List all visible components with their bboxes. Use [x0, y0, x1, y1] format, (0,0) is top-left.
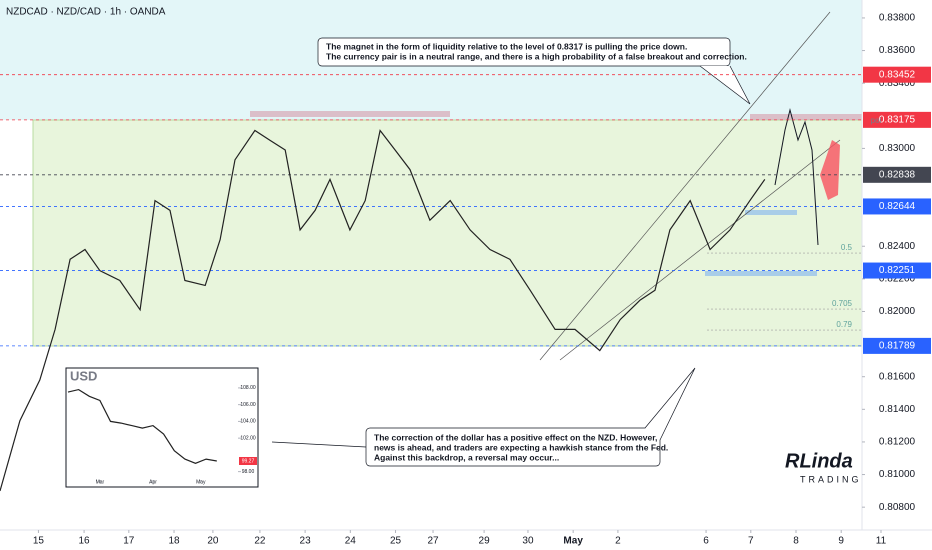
level-label: 0.82644	[879, 201, 916, 212]
brand: TRADING	[800, 474, 862, 484]
y-tick-label: 0.83400	[879, 78, 916, 89]
level-label: 0.83175	[879, 115, 916, 126]
y-tick-label: 98.00	[242, 469, 255, 475]
fib-label: 0.79	[836, 320, 852, 329]
chart-title: NZDCAD · NZD/CAD · 1h · OANDA	[6, 7, 166, 18]
y-tick-label: 0.83600	[879, 45, 916, 56]
y-tick-label: 108.00	[240, 385, 256, 391]
price-line	[67, 388, 217, 464]
y-tick-label: 104.00	[240, 419, 256, 425]
annotation: news is ahead, and traders are expecting…	[374, 442, 668, 452]
x-tick-label: 17	[123, 536, 135, 547]
x-tick-label: 27	[427, 536, 439, 547]
x-tick-label: 23	[300, 536, 312, 547]
brand: RLinda	[785, 450, 853, 472]
resistance-zone	[250, 111, 450, 117]
level-tag	[863, 111, 931, 128]
y-tick-label: 0.81600	[879, 371, 916, 382]
poi-label: poi	[871, 116, 882, 125]
y-tick-label: 0.82400	[879, 241, 916, 252]
y-tick-label: 0.83000	[879, 143, 916, 154]
note-pointer	[644, 367, 696, 441]
fib-label: 0.705	[832, 299, 853, 308]
x-tick-label: Apr	[149, 479, 157, 485]
level-tag	[863, 166, 931, 183]
support-zone	[705, 271, 817, 276]
forecast-path	[774, 108, 819, 246]
inset-box	[65, 367, 259, 488]
x-tick-label: May	[563, 536, 583, 547]
level-label: 0.83452	[879, 69, 916, 80]
x-tick-label: 29	[479, 536, 491, 547]
x-tick-label: 7	[748, 536, 754, 547]
y-tick-label: 0.81000	[879, 469, 916, 480]
y-tick-label: 0.83800	[879, 13, 916, 24]
level-tag	[863, 66, 931, 83]
value-label: 99.27	[242, 458, 255, 464]
channel-line	[539, 11, 831, 361]
x-tick-label: 20	[207, 536, 219, 547]
level-label: 0.82251	[879, 265, 916, 276]
x-tick-label: 22	[254, 536, 266, 547]
x-tick-label: 25	[390, 536, 402, 547]
fib-label: 0.5	[841, 243, 853, 252]
x-tick-label: 8	[793, 536, 799, 547]
x-tick-label: 30	[522, 536, 534, 547]
range-box	[32, 119, 863, 347]
inset-title: USD	[70, 368, 97, 383]
x-tick-label: 2	[615, 536, 621, 547]
value-tag	[239, 456, 257, 465]
level-label: 0.82838	[879, 169, 916, 180]
annotation: The magnet in the form of liquidity rela…	[326, 41, 687, 51]
x-tick-label: Mar	[96, 479, 105, 485]
y-tick-label: 106.00	[240, 402, 256, 408]
down-arrow	[820, 140, 840, 200]
y-tick-label: 0.81400	[879, 404, 916, 415]
y-tick-label: 102.00	[240, 435, 256, 441]
x-tick-label: 16	[79, 536, 91, 547]
note-pointer	[271, 441, 367, 448]
level-label: 0.81789	[879, 341, 916, 352]
y-tick-label: 0.80800	[879, 502, 916, 513]
price-line	[0, 129, 766, 492]
support-zone	[745, 210, 797, 215]
note-pointer	[699, 65, 751, 105]
level-tag	[863, 198, 931, 215]
annotation: The currency pair is in a neutral range,…	[326, 51, 747, 61]
x-tick-label: 24	[345, 536, 357, 547]
channel-line	[559, 139, 841, 361]
y-tick-label: 0.81200	[879, 437, 916, 448]
x-tick-label: 15	[33, 536, 45, 547]
x-tick-label: 9	[838, 536, 844, 547]
y-tick-label: 0.82000	[879, 306, 916, 317]
y-tick-label: 0.82200	[879, 274, 916, 285]
level-tag	[863, 262, 931, 279]
note-box	[317, 37, 731, 67]
annotation: The correction of the dollar has a posit…	[374, 432, 657, 442]
annotation: Against this backdrop, a reversal may oc…	[374, 452, 559, 462]
x-tick-label: 18	[168, 536, 180, 547]
x-tick-label: May	[196, 479, 206, 485]
level-tag	[863, 337, 931, 354]
x-tick-label: 6	[703, 536, 709, 547]
liquidity-zone	[750, 114, 862, 120]
x-tick-label: 11	[876, 536, 887, 547]
